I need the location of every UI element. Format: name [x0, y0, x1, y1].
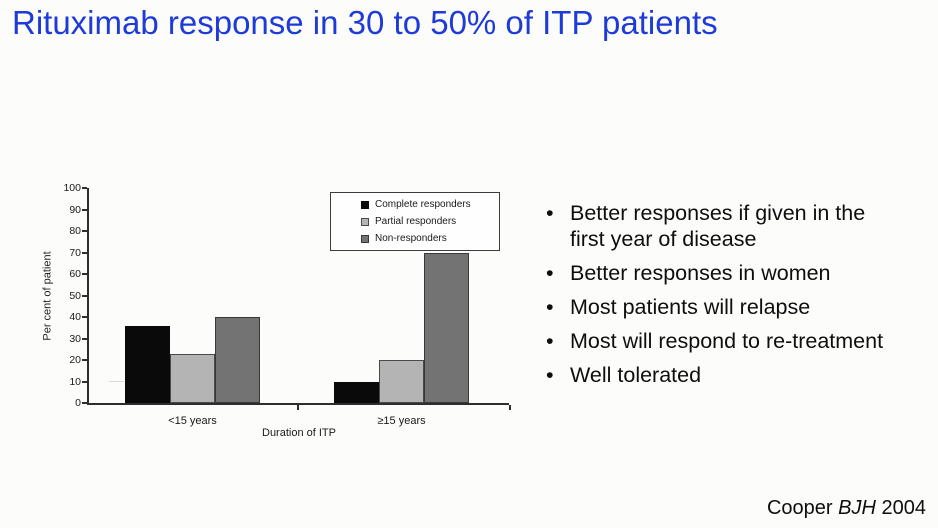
y-tick — [82, 380, 87, 383]
bullet-item: • Better responses if given in the first … — [546, 200, 938, 252]
legend-label: Complete responders — [375, 199, 471, 210]
y-tick — [82, 359, 87, 361]
bullet-item: • Well tolerated — [546, 362, 938, 388]
y-tick-label: 100 — [63, 182, 81, 194]
y-tick — [82, 251, 87, 254]
y-tick-label: 0 — [75, 397, 81, 409]
slide-title: Rituximab response in 30 to 50% of ITP p… — [12, 4, 718, 41]
bullet-list: • Better responses if given in the first … — [546, 200, 938, 396]
bullet-icon: • — [546, 261, 554, 285]
bar-group — [334, 252, 469, 403]
y-tick-label: 40 — [69, 311, 81, 323]
y-tick — [82, 294, 87, 297]
y-tick — [82, 337, 87, 340]
y-tick — [82, 187, 87, 189]
y-tick — [82, 208, 87, 211]
bullet-text: Most patients will relapse — [570, 295, 811, 319]
x-axis-label: Duration of ITP — [262, 427, 336, 439]
bullet-text: Better responses in women — [570, 261, 831, 285]
y-tick-label: 50 — [69, 289, 81, 302]
y-tick — [82, 230, 87, 232]
x-category-label: ≥15 years — [377, 415, 426, 427]
legend-swatch — [361, 200, 369, 209]
bullet-text: Better responses if given in the first y… — [570, 201, 866, 251]
bullet-text: Most will respond to re-treatment — [570, 329, 884, 353]
x-category-label: <15 years — [168, 415, 217, 427]
bar-chart: Per cent of patient Duration of ITP 0 10 2… — [30, 162, 542, 457]
bar-non-responders — [215, 317, 260, 403]
chart-legend: Complete responders Partial responders Non… — [330, 192, 500, 251]
legend-swatch — [361, 234, 369, 243]
citation-year: 2004 — [881, 497, 927, 519]
bar-complete-responders — [334, 381, 379, 403]
citation-author: Cooper — [766, 497, 833, 519]
y-tick — [82, 402, 87, 404]
legend-item: Partial responders — [361, 216, 499, 227]
plot-area: Duration of ITP 0 10 20 30 40 50 60 70 80 90 100 <1… — [63, 182, 511, 439]
y-tick — [82, 273, 87, 275]
y-tick-label: 20 — [69, 354, 81, 366]
bar-partial-responders — [170, 353, 215, 403]
y-tick-label: 80 — [69, 225, 81, 237]
legend-swatch — [361, 217, 369, 226]
y-tick-label: 30 — [69, 332, 81, 345]
bullet-item: • Most will respond to re-treatment — [546, 328, 938, 354]
y-tick-label: 90 — [69, 203, 81, 216]
x-tick — [509, 405, 511, 410]
y-tick-label: 70 — [69, 246, 81, 259]
bullet-icon: • — [546, 363, 554, 387]
y-tick-label: 60 — [69, 268, 81, 280]
bar-partial-responders — [379, 360, 424, 403]
y-tick-label: 10 — [69, 375, 81, 388]
bullet-icon: • — [546, 329, 554, 353]
legend-item: Complete responders — [361, 199, 499, 210]
bullet-icon: • — [546, 201, 554, 225]
bar-group — [125, 317, 260, 403]
citation-journal: BJH — [838, 497, 876, 519]
bullet-item: • Most patients will relapse — [546, 294, 938, 320]
bullet-icon: • — [546, 295, 554, 319]
legend-label: Non-responders — [375, 233, 447, 244]
legend-item: Non-responders — [361, 233, 499, 244]
y-tick — [82, 316, 87, 318]
bullet-item: • Better responses in women — [546, 260, 938, 286]
stray-mark — [109, 381, 124, 382]
x-tick — [297, 405, 299, 410]
bullet-text: Well tolerated — [570, 363, 702, 387]
citation: Cooper BJH 2004 — [767, 497, 926, 520]
bar-non-responders — [424, 252, 469, 403]
legend-label: Partial responders — [375, 216, 457, 227]
bar-complete-responders — [125, 325, 170, 403]
